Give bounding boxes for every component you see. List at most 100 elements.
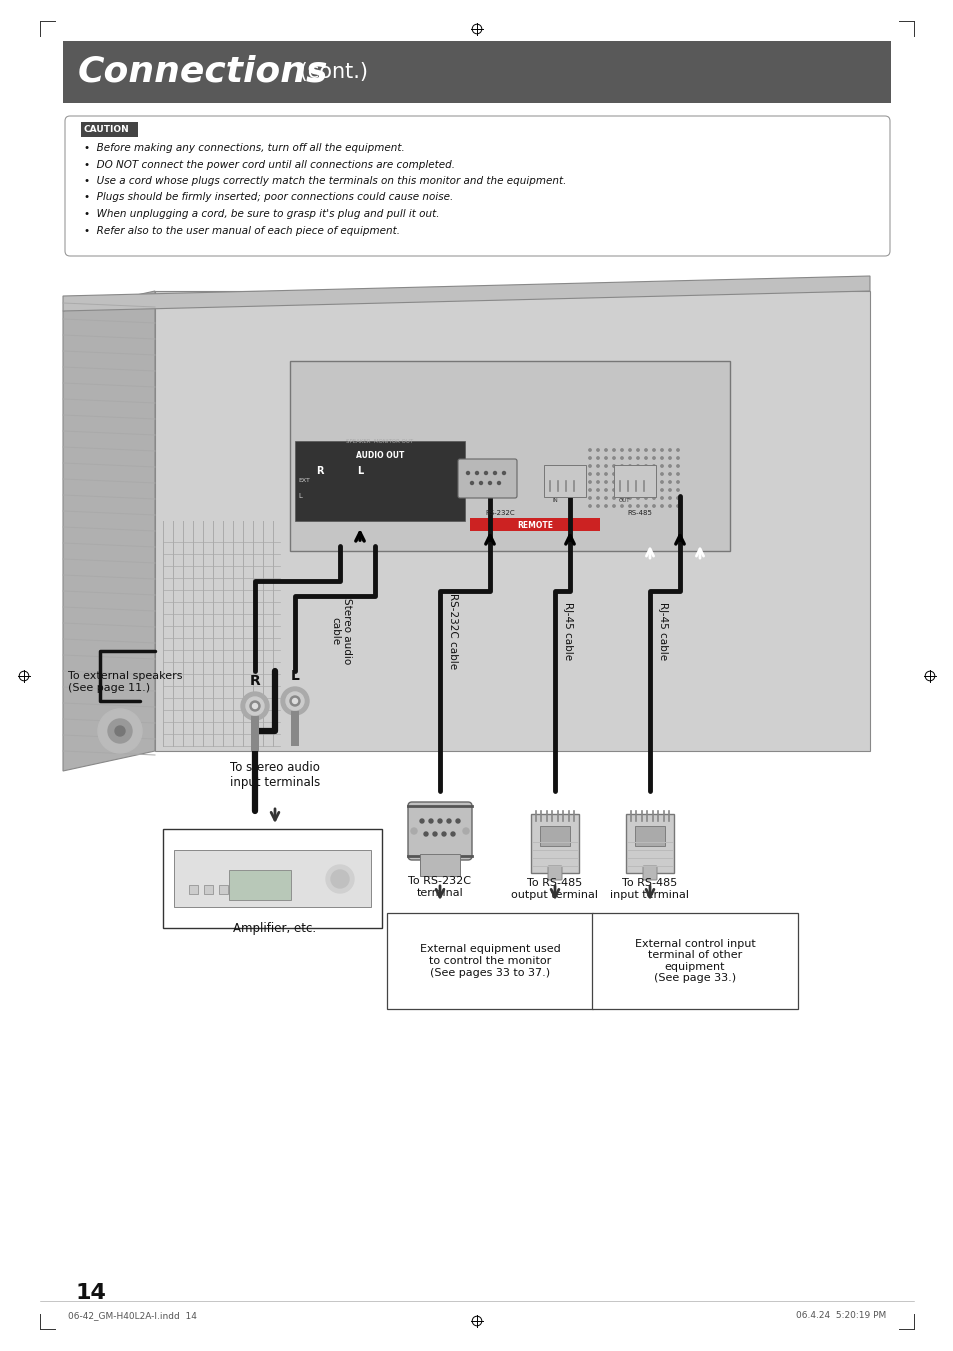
- Text: Connections: Connections: [78, 55, 328, 89]
- Text: To stereo audio
input terminals: To stereo audio input terminals: [230, 761, 320, 789]
- FancyBboxPatch shape: [592, 913, 797, 1009]
- Text: RS-485: RS-485: [627, 509, 652, 516]
- Circle shape: [644, 481, 646, 484]
- Text: OUT: OUT: [618, 499, 630, 503]
- Circle shape: [597, 489, 598, 492]
- FancyBboxPatch shape: [290, 361, 729, 551]
- Circle shape: [419, 819, 423, 823]
- Circle shape: [588, 457, 591, 459]
- Text: To RS-485
output terminal: To RS-485 output terminal: [511, 878, 598, 900]
- Circle shape: [676, 497, 679, 500]
- Text: •  Plugs should be firmly inserted; poor connections could cause noise.: • Plugs should be firmly inserted; poor …: [84, 192, 453, 203]
- FancyBboxPatch shape: [408, 802, 472, 861]
- Circle shape: [604, 449, 606, 451]
- Circle shape: [597, 457, 598, 459]
- Circle shape: [628, 497, 631, 500]
- FancyBboxPatch shape: [294, 440, 464, 521]
- Circle shape: [604, 473, 606, 476]
- Circle shape: [628, 473, 631, 476]
- Circle shape: [628, 489, 631, 492]
- Circle shape: [466, 471, 469, 474]
- Circle shape: [676, 489, 679, 492]
- Circle shape: [604, 497, 606, 500]
- Text: •  When unplugging a cord, be sure to grasp it's plug and pull it out.: • When unplugging a cord, be sure to gra…: [84, 209, 439, 219]
- Text: To RS-485
input terminal: To RS-485 input terminal: [610, 878, 689, 900]
- Circle shape: [620, 465, 622, 467]
- Circle shape: [637, 473, 639, 476]
- Circle shape: [668, 457, 671, 459]
- Circle shape: [484, 471, 487, 474]
- Circle shape: [502, 471, 505, 474]
- Circle shape: [588, 489, 591, 492]
- Text: To RS-232C
terminal: To RS-232C terminal: [408, 875, 471, 897]
- Circle shape: [429, 819, 433, 823]
- Circle shape: [597, 465, 598, 467]
- Text: RJ-45 cable: RJ-45 cable: [562, 603, 573, 661]
- Circle shape: [588, 465, 591, 467]
- Circle shape: [676, 465, 679, 467]
- FancyBboxPatch shape: [190, 885, 198, 893]
- Circle shape: [637, 457, 639, 459]
- Circle shape: [470, 481, 473, 485]
- Circle shape: [612, 489, 615, 492]
- Text: R: R: [250, 674, 260, 688]
- Circle shape: [612, 449, 615, 451]
- Circle shape: [98, 709, 142, 753]
- Circle shape: [604, 489, 606, 492]
- Circle shape: [637, 465, 639, 467]
- Circle shape: [660, 449, 662, 451]
- FancyBboxPatch shape: [470, 517, 599, 531]
- Circle shape: [588, 473, 591, 476]
- Circle shape: [286, 692, 304, 711]
- Text: RJ-45 cable: RJ-45 cable: [658, 603, 667, 661]
- Circle shape: [652, 473, 655, 476]
- Text: •  Refer also to the user manual of each piece of equipment.: • Refer also to the user manual of each …: [84, 226, 399, 235]
- Text: •  Before making any connections, turn off all the equipment.: • Before making any connections, turn of…: [84, 143, 404, 153]
- FancyBboxPatch shape: [219, 885, 229, 893]
- Text: (cont.): (cont.): [293, 62, 368, 82]
- Circle shape: [620, 473, 622, 476]
- Circle shape: [423, 832, 428, 836]
- Circle shape: [652, 505, 655, 507]
- Text: L: L: [356, 466, 363, 476]
- Text: 14: 14: [75, 1283, 106, 1302]
- Circle shape: [612, 481, 615, 484]
- Circle shape: [253, 704, 257, 708]
- Circle shape: [652, 465, 655, 467]
- Circle shape: [637, 489, 639, 492]
- Circle shape: [620, 505, 622, 507]
- Circle shape: [488, 481, 491, 485]
- Text: External equipment used
to control the monitor
(See pages 33 to 37.): External equipment used to control the m…: [419, 944, 559, 978]
- FancyBboxPatch shape: [173, 850, 371, 907]
- FancyBboxPatch shape: [251, 716, 258, 751]
- Text: Stereo audio
cable: Stereo audio cable: [330, 598, 352, 665]
- Circle shape: [588, 449, 591, 451]
- Circle shape: [660, 497, 662, 500]
- FancyBboxPatch shape: [81, 122, 138, 136]
- Text: IN: IN: [552, 499, 558, 503]
- Circle shape: [462, 828, 469, 834]
- Circle shape: [612, 465, 615, 467]
- FancyBboxPatch shape: [539, 825, 569, 846]
- Circle shape: [628, 457, 631, 459]
- FancyBboxPatch shape: [65, 116, 889, 255]
- Text: L: L: [297, 493, 301, 499]
- Text: External control input
terminal of other
equipment
(See page 33.): External control input terminal of other…: [634, 939, 755, 984]
- Circle shape: [281, 688, 309, 715]
- Circle shape: [628, 481, 631, 484]
- Circle shape: [676, 505, 679, 507]
- FancyBboxPatch shape: [642, 866, 657, 880]
- Circle shape: [668, 465, 671, 467]
- Polygon shape: [63, 290, 154, 771]
- Text: RS-232C: RS-232C: [485, 509, 515, 516]
- Text: AUDIO OUT: AUDIO OUT: [355, 451, 404, 459]
- Circle shape: [644, 449, 646, 451]
- Circle shape: [637, 505, 639, 507]
- Circle shape: [668, 481, 671, 484]
- Circle shape: [588, 505, 591, 507]
- Circle shape: [246, 697, 264, 715]
- Circle shape: [241, 692, 269, 720]
- Circle shape: [115, 725, 125, 736]
- Circle shape: [620, 489, 622, 492]
- Text: R: R: [315, 466, 323, 476]
